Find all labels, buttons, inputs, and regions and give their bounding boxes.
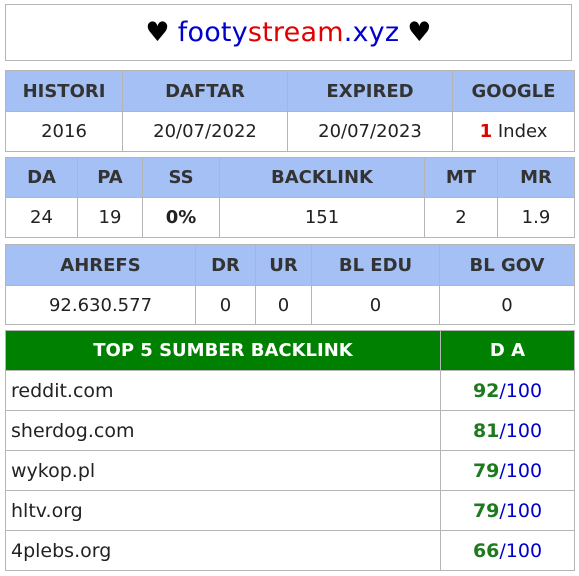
table-row: wykop.pl 79/100 [5,450,575,491]
backlink-da: 66/100 [440,530,575,571]
pa-value: 19 [77,197,143,238]
table-row: 4plebs.org 66/100 [5,530,575,571]
da-score: 81 [472,419,500,442]
backlink-da: 81/100 [440,410,575,451]
da-score: 79 [472,499,500,522]
da-separator: / [499,379,506,402]
header-pa: PA [77,157,143,198]
top-backlinks-table: TOP 5 SUMBER BACKLINK D A reddit.com 92/… [5,330,575,571]
header-expired: EXPIRED [287,70,453,112]
header-ur: UR [255,244,312,286]
domain-info-table: HISTORI DAFTAR EXPIRED GOOGLE 2016 20/07… [5,70,575,152]
table-row: 92.630.577 0 0 0 0 [5,285,575,325]
header-mr: MR [497,157,575,198]
mt-value: 2 [424,197,498,238]
table-header-row: TOP 5 SUMBER BACKLINK D A [5,330,575,371]
backlink-site: reddit.com [5,370,441,411]
bl-edu-value: 0 [311,285,440,325]
table-header-row: AHREFS DR UR BL EDU BL GOV [5,244,575,286]
da-value: 24 [5,197,78,238]
ahrefs-table: AHREFS DR UR BL EDU BL GOV 92.630.577 0 … [5,244,575,325]
da-score: 92 [472,379,500,402]
header-bl-gov: BL GOV [439,244,575,286]
header-da: D A [440,330,575,371]
da-score: 66 [472,539,500,562]
header-ss: SS [142,157,220,198]
table-header-row: HISTORI DAFTAR EXPIRED GOOGLE [5,70,575,112]
backlink-site: wykop.pl [5,450,441,491]
domain-part-tld: .xyz [343,17,400,48]
domain-part-footy: footy [177,17,248,48]
da-max: 100 [505,459,543,482]
site-title-banner: ♥ footystream.xyz ♥ [5,4,572,61]
seo-metrics-table: DA PA SS BACKLINK MT MR 24 19 0% 151 2 1… [5,157,575,238]
bl-gov-value: 0 [439,285,575,325]
da-max: 100 [505,379,543,402]
google-index-value: 1 Index [452,111,575,152]
heart-icon: ♥ [145,17,170,48]
backlink-da: 92/100 [440,370,575,411]
backlink-da: 79/100 [440,490,575,531]
backlink-site: hltv.org [5,490,441,531]
histori-value: 2016 [5,111,123,152]
expired-value: 20/07/2023 [287,111,453,152]
header-da: DA [5,157,78,198]
ss-value: 0% [142,197,220,238]
domain-part-stream: stream [247,17,344,48]
header-google: GOOGLE [452,70,575,112]
google-index-label: Index [492,121,548,142]
da-separator: / [499,539,506,562]
header-histori: HISTORI [5,70,123,112]
daftar-value: 20/07/2022 [122,111,288,152]
table-row: sherdog.com 81/100 [5,410,575,451]
header-bl-edu: BL EDU [311,244,440,286]
header-dr: DR [195,244,256,286]
ur-value: 0 [255,285,312,325]
header-mt: MT [424,157,498,198]
table-row: hltv.org 79/100 [5,490,575,531]
dr-value: 0 [195,285,256,325]
backlink-value: 151 [219,197,425,238]
table-row: reddit.com 92/100 [5,370,575,411]
heart-icon: ♥ [407,17,432,48]
header-backlink: BACKLINK [219,157,425,198]
da-separator: / [499,459,506,482]
header-top-sources: TOP 5 SUMBER BACKLINK [5,330,441,371]
da-max: 100 [505,499,543,522]
da-separator: / [499,499,506,522]
ahrefs-value: 92.630.577 [5,285,196,325]
da-score: 79 [472,459,500,482]
google-index-count: 1 [479,121,493,142]
mr-value: 1.9 [497,197,575,238]
table-row: 2016 20/07/2022 20/07/2023 1 Index [5,111,575,152]
site-domain: footystream.xyz [178,17,399,48]
da-max: 100 [505,419,543,442]
header-ahrefs: AHREFS [5,244,196,286]
backlink-da: 79/100 [440,450,575,491]
header-daftar: DAFTAR [122,70,288,112]
table-row: 24 19 0% 151 2 1.9 [5,197,575,238]
backlink-site: 4plebs.org [5,530,441,571]
table-header-row: DA PA SS BACKLINK MT MR [5,157,575,198]
da-separator: / [499,419,506,442]
backlink-site: sherdog.com [5,410,441,451]
da-max: 100 [505,539,543,562]
